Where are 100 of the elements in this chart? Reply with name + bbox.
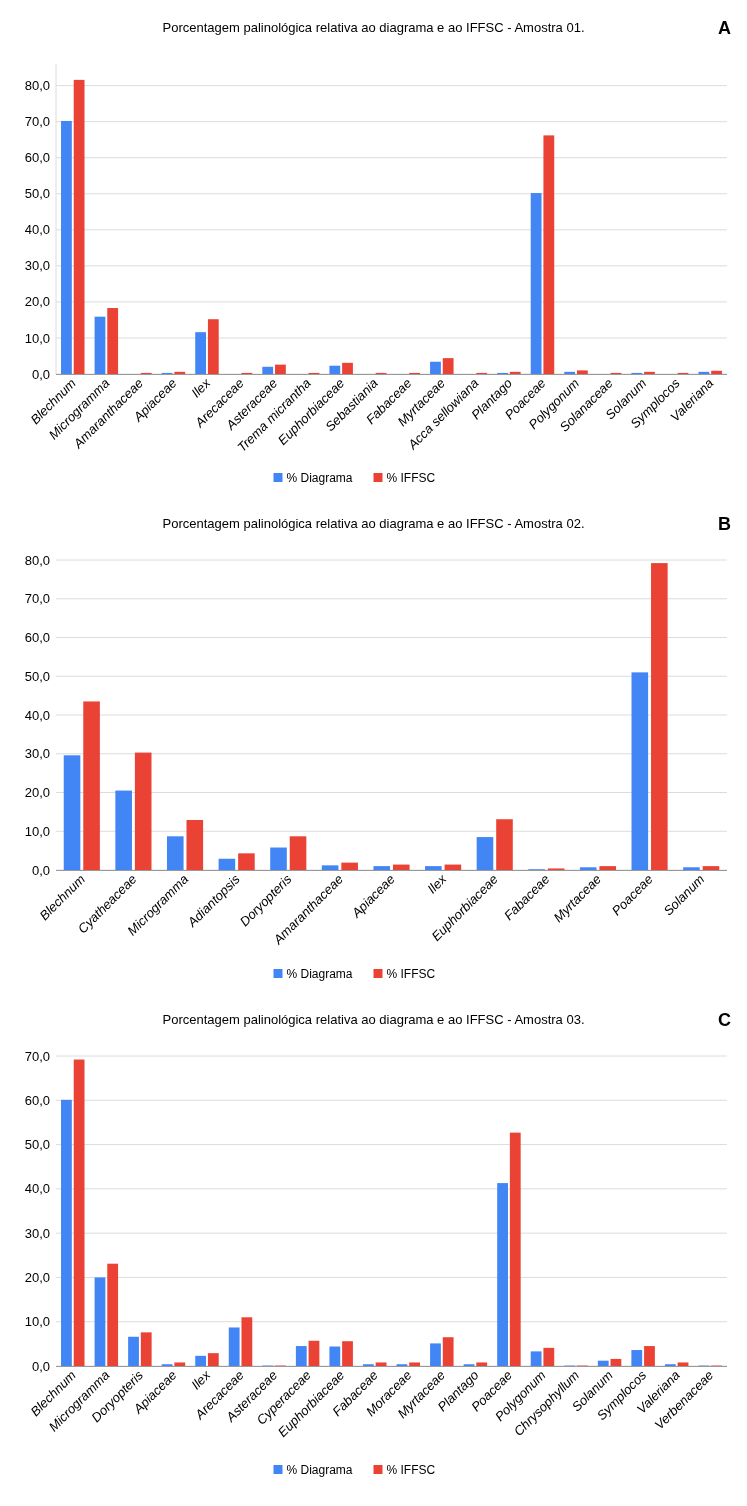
bar xyxy=(186,820,204,870)
y-tick-label: 50,0 xyxy=(24,668,50,684)
bar xyxy=(207,1353,219,1366)
y-tick-label: 10,0 xyxy=(24,330,50,346)
bar xyxy=(107,308,119,374)
bar xyxy=(134,752,152,870)
bar xyxy=(174,1362,186,1366)
bar xyxy=(425,866,442,870)
bar xyxy=(543,1347,555,1366)
bar xyxy=(702,866,720,870)
bar xyxy=(73,79,85,374)
bar xyxy=(576,370,588,374)
y-tick-label: 50,0 xyxy=(24,1137,50,1153)
bar xyxy=(94,1277,106,1366)
bar xyxy=(496,819,513,870)
chart-title: Porcentagem palinológica relativa ao diagrama e ao IFFSC - Amostra 01. xyxy=(162,20,585,35)
bar xyxy=(218,858,236,870)
y-tick-label: 20,0 xyxy=(24,1269,50,1285)
text: B xyxy=(718,514,731,534)
legend-label: % IFFSC xyxy=(386,967,436,981)
bar xyxy=(140,1332,152,1366)
bar xyxy=(476,837,494,870)
bar xyxy=(262,366,274,374)
bar xyxy=(530,193,542,374)
bar xyxy=(683,867,700,870)
bar xyxy=(430,361,441,374)
bar xyxy=(392,864,410,870)
bar xyxy=(509,1132,521,1366)
chart-title: Porcentagem palinológica relativa ao diagrama e ao IFFSC - Amostra 03. xyxy=(162,1012,585,1027)
bar xyxy=(442,1337,454,1366)
y-tick-label: 30,0 xyxy=(24,258,50,274)
y-tick-label: 40,0 xyxy=(24,222,50,238)
y-tick-label: 20,0 xyxy=(24,785,50,801)
legend-label: % IFFSC xyxy=(386,471,436,485)
bar xyxy=(270,847,287,870)
y-tick-label: 70,0 xyxy=(24,114,50,130)
bar xyxy=(115,790,132,870)
chart-title: Porcentagem palinológica relativa ao diagrama e ao IFFSC - Amostra 02. xyxy=(162,516,585,531)
y-tick-label: 60,0 xyxy=(24,1092,50,1108)
bar xyxy=(631,672,649,870)
y-tick-label: 10,0 xyxy=(24,1314,50,1330)
bar xyxy=(442,358,454,374)
bar xyxy=(373,866,391,870)
y-tick-label: 30,0 xyxy=(24,746,50,762)
bar xyxy=(644,1346,655,1366)
bar xyxy=(375,1362,387,1366)
y-tick-label: 40,0 xyxy=(24,1181,50,1197)
bar xyxy=(711,370,722,374)
bar xyxy=(631,1350,643,1366)
bar xyxy=(94,316,106,374)
bar xyxy=(128,1336,139,1366)
y-tick-label: 50,0 xyxy=(24,186,50,202)
bar xyxy=(61,1099,72,1366)
y-tick-label: 20,0 xyxy=(24,294,50,310)
bar xyxy=(342,362,353,374)
legend-label: % IFFSC xyxy=(386,1463,436,1477)
bar xyxy=(564,371,576,374)
bar xyxy=(644,371,655,374)
text: C xyxy=(718,1010,731,1030)
bar xyxy=(61,120,72,374)
bar xyxy=(174,371,186,374)
bar xyxy=(83,701,100,870)
text: A xyxy=(718,18,731,38)
bar xyxy=(207,319,219,374)
bar xyxy=(698,371,710,374)
y-tick-label: 40,0 xyxy=(24,707,50,723)
y-tick-label: 0,0 xyxy=(31,862,50,878)
y-tick-label: 0,0 xyxy=(31,366,50,382)
bar xyxy=(241,1317,253,1366)
bar xyxy=(677,1362,689,1366)
bar xyxy=(530,1351,542,1366)
y-tick-label: 30,0 xyxy=(24,1225,50,1241)
bar xyxy=(497,1183,508,1366)
bar xyxy=(329,1346,341,1366)
bar xyxy=(610,1358,622,1366)
bar xyxy=(599,866,617,870)
bar xyxy=(430,1343,441,1366)
bar xyxy=(275,364,286,374)
bar xyxy=(107,1263,119,1366)
bar xyxy=(321,865,339,870)
bar xyxy=(341,862,358,870)
bar xyxy=(195,1355,207,1366)
bar xyxy=(509,371,521,374)
y-tick-label: 70,0 xyxy=(24,591,50,607)
y-tick-label: 60,0 xyxy=(24,150,50,166)
bar xyxy=(289,836,307,870)
bar xyxy=(308,1340,320,1366)
y-tick-label: 10,0 xyxy=(24,823,50,839)
bar xyxy=(409,1362,421,1366)
y-tick-label: 80,0 xyxy=(24,552,50,568)
legend-label: % Diagrama xyxy=(286,967,353,981)
bar xyxy=(342,1341,353,1366)
bar xyxy=(73,1059,85,1366)
legend-label: % Diagrama xyxy=(286,1463,353,1477)
y-tick-label: 0,0 xyxy=(31,1358,50,1374)
bar xyxy=(476,1362,488,1366)
legend-label: % Diagrama xyxy=(286,471,353,485)
bar xyxy=(651,563,668,870)
y-tick-label: 70,0 xyxy=(24,1048,50,1064)
bar xyxy=(295,1346,307,1366)
